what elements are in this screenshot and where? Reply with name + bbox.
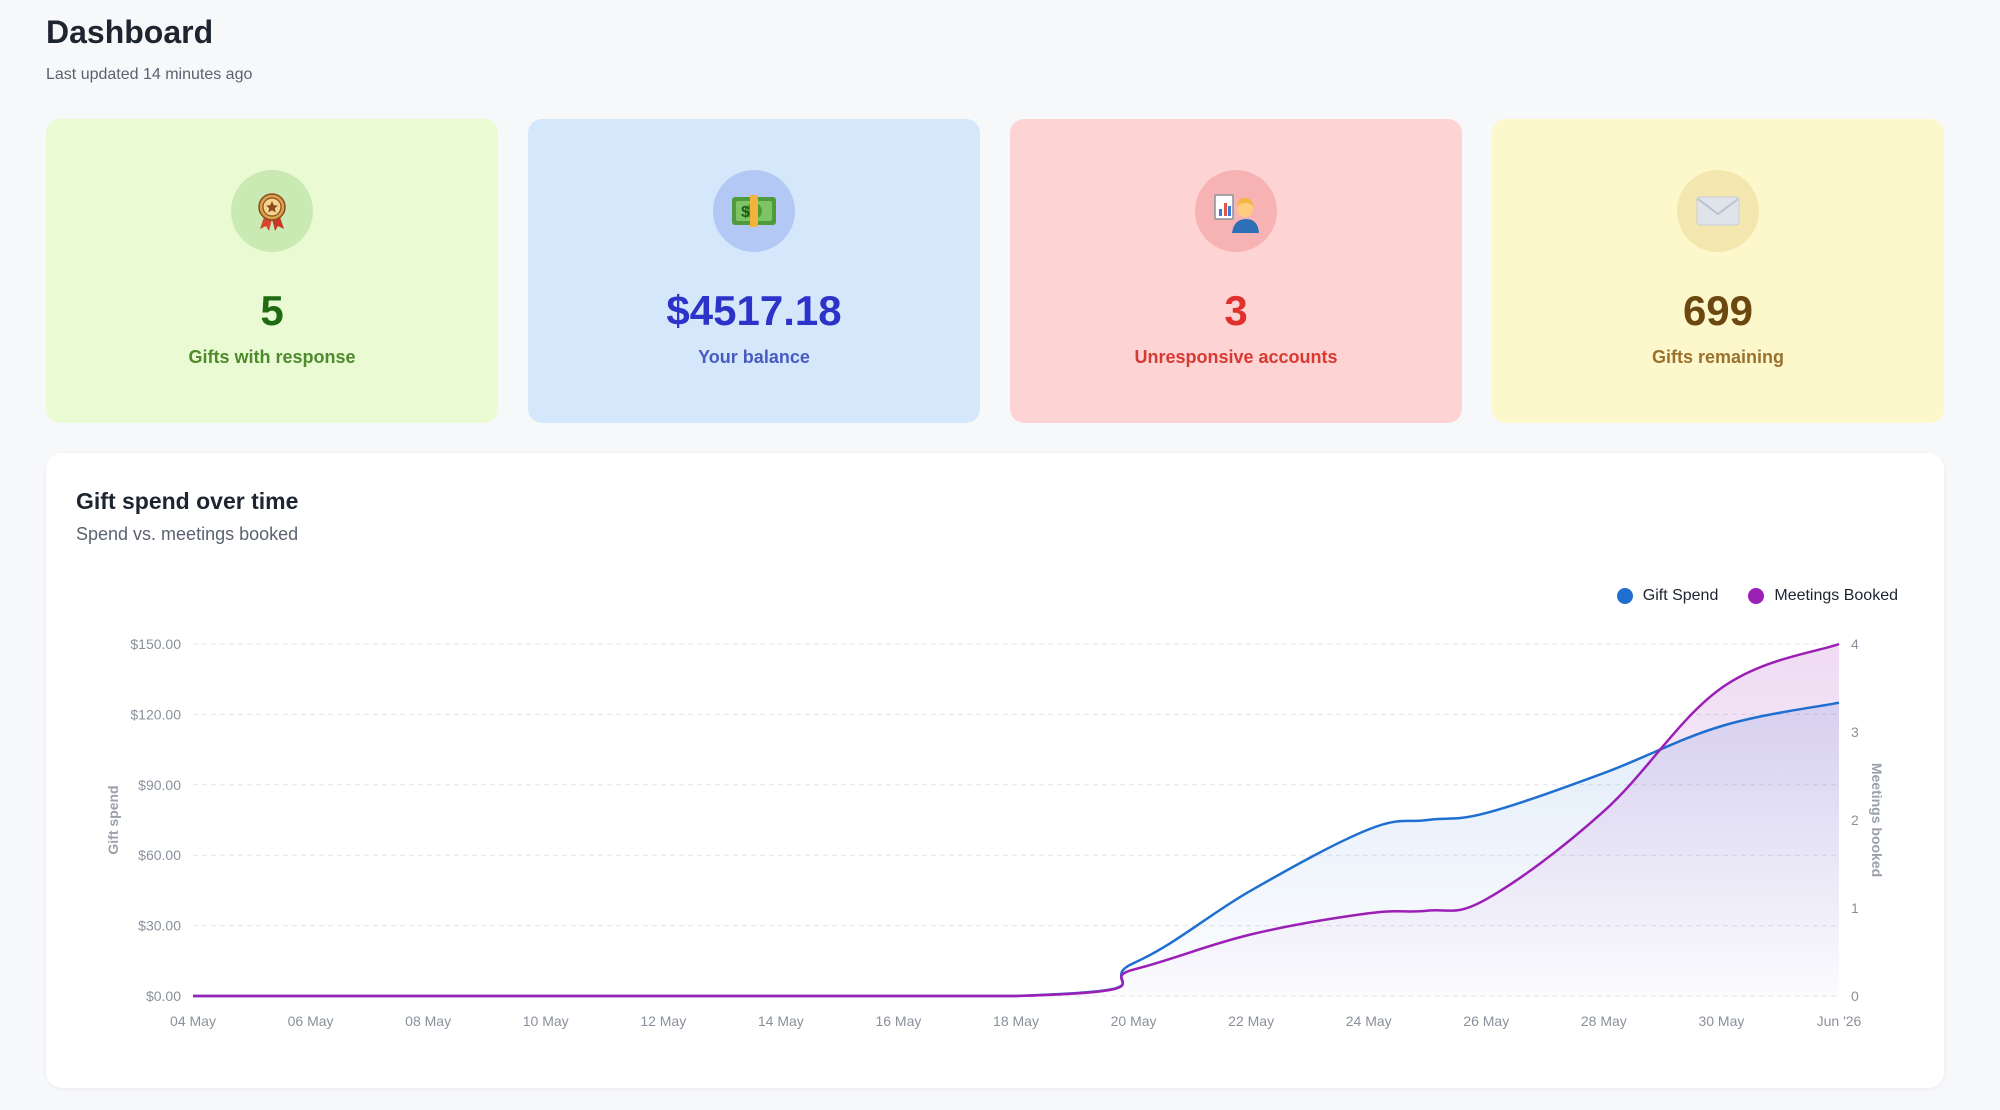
gift-spend-chart-card: Gift spend over time Spend vs. meetings … [46,453,1944,1088]
gifts-with-response-value: 5 [260,287,284,334]
y-left-tick-label: $60.00 [138,847,181,863]
y-left-axis-title: Gift spend [105,785,121,854]
your-balance-label: Your balance [698,347,810,367]
gifts-remaining-value: 699 [1682,287,1754,334]
svg-text:$: $ [741,204,750,221]
y-right-tick-label: 1 [1851,900,1859,916]
unresponsive-accounts-label: Unresponsive accounts [1134,347,1338,367]
y-left-tick-label: $0.00 [146,988,181,1004]
x-tick-label: 06 May [288,1013,334,1029]
last-updated-text: Last updated 14 minutes ago [46,66,253,83]
y-left-tick-label: $120.00 [130,706,181,722]
y-right-axis-title: Meetings booked [1869,763,1885,877]
stat-cards: 5 Gifts with response $ $4517.18 Your ba… [46,119,1944,423]
x-tick-label: 30 May [1698,1013,1744,1029]
gift-spend-chart: $0.00$30.00$60.00$90.00$120.00$150.00012… [105,636,1885,1029]
legend-dot-meetings-booked [1748,588,1765,604]
chart-title: Gift spend over time [76,488,299,514]
legend-item-gift-spend[interactable]: Gift Spend [1616,587,1719,605]
area-meetings-booked [193,644,1839,996]
gifts-remaining-label: Gifts remaining [1651,347,1785,367]
x-tick-label: 28 May [1581,1013,1627,1029]
legend-dot-gift-spend [1616,588,1633,604]
x-tick-label: 26 May [1463,1013,1509,1029]
legend-label-gift-spend: Gift Spend [1642,587,1719,604]
chart-subtitle: Spend vs. meetings booked [76,524,299,544]
y-left-tick-label: $30.00 [138,918,181,934]
x-tick-label: 24 May [1346,1013,1392,1029]
y-left-tick-label: $150.00 [130,636,181,652]
y-right-tick-label: 3 [1851,724,1859,740]
gifts-with-response-label: Gifts with response [188,347,356,367]
legend-item-meetings-booked[interactable]: Meetings Booked [1748,587,1898,605]
money-bill-icon: $ [713,170,795,252]
x-tick-label: 16 May [875,1013,921,1029]
x-tick-label: Jun '26 [1817,1013,1862,1029]
y-right-tick-label: 2 [1851,812,1859,828]
x-tick-label: 10 May [523,1013,569,1029]
stat-card-your-balance[interactable]: $ $4517.18 Your balance [528,119,980,423]
x-tick-label: 22 May [1228,1013,1274,1029]
x-tick-label: 08 May [405,1013,451,1029]
y-left-tick-label: $90.00 [138,777,181,793]
envelope-icon [1677,170,1759,252]
y-right-tick-label: 0 [1851,988,1859,1004]
x-tick-label: 14 May [758,1013,804,1029]
y-right-tick-label: 4 [1851,636,1859,652]
stat-card-gifts-with-response[interactable]: 5 Gifts with response [46,119,498,423]
stat-card-gifts-remaining[interactable]: 699 Gifts remaining [1492,119,1944,423]
rosette-award-icon [231,170,313,252]
person-presenting-icon [1195,170,1277,252]
x-tick-label: 12 May [640,1013,686,1029]
x-tick-label: 18 May [993,1013,1039,1029]
your-balance-value: $4517.18 [666,287,842,334]
chart-legend: Gift Spend Meetings Booked [1616,587,1898,605]
legend-label-meetings-booked: Meetings Booked [1774,587,1898,604]
page-title: Dashboard [46,14,214,50]
unresponsive-accounts-value: 3 [1224,287,1248,334]
x-tick-label: 20 May [1111,1013,1157,1029]
x-tick-label: 04 May [170,1013,216,1029]
line-meetings-booked [192,642,1840,998]
stat-card-unresponsive-accounts[interactable]: 3 Unresponsive accounts [1010,119,1462,423]
